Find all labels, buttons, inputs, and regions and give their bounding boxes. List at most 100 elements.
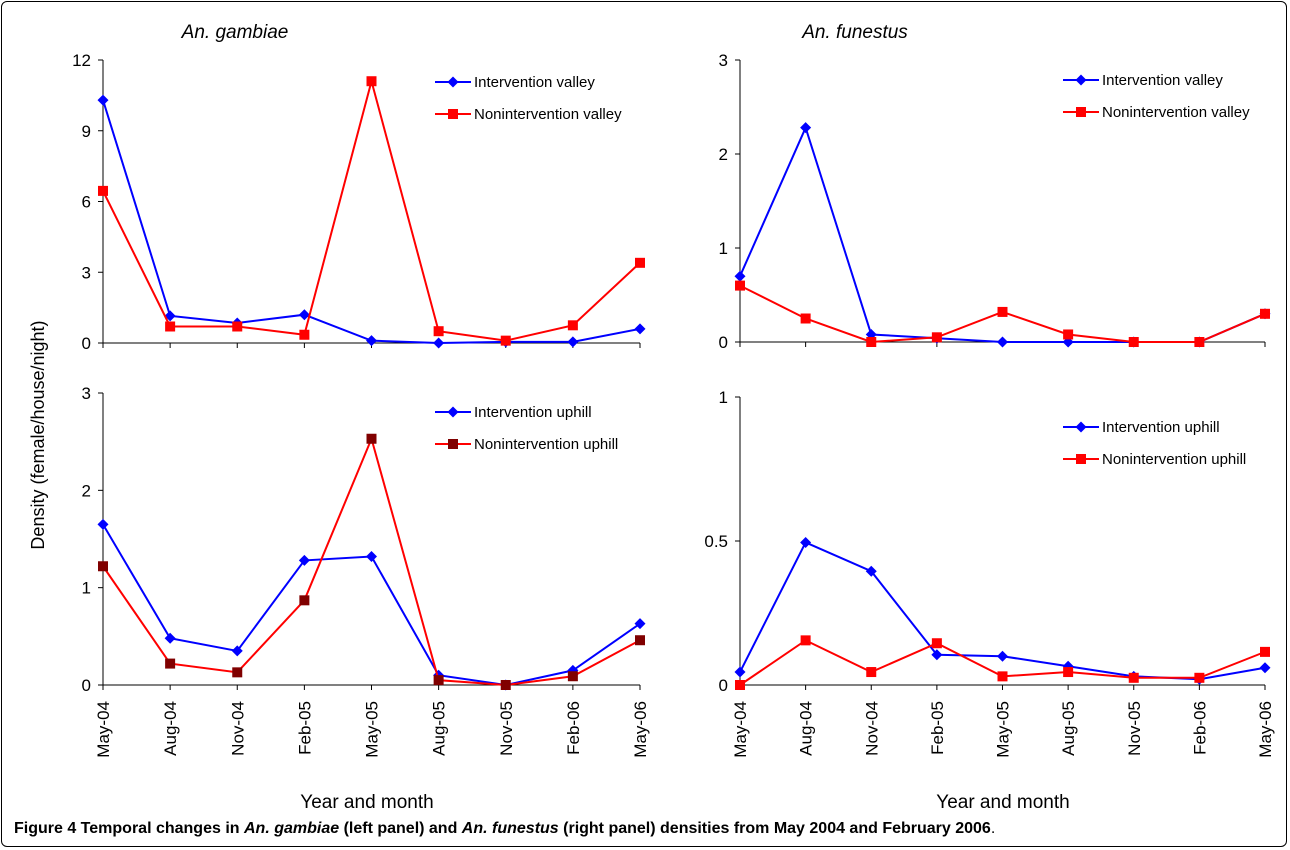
series-2: [98, 433, 645, 690]
x-tick-label: Nov-04: [862, 701, 881, 756]
y-tick-label: 1: [719, 388, 728, 407]
y-tick-label: 2: [719, 145, 728, 164]
data-point: [800, 122, 812, 134]
data-point: [997, 671, 1008, 682]
chart-panel-4: 0 0.5 1 May-04 Aug-04 Nov-04 Feb-05 May-05 Aug-0…: [704, 388, 1275, 758]
y-tick-label: 12: [72, 51, 91, 70]
legend-item-1: Intervention uphill: [1063, 419, 1220, 436]
data-point: [231, 645, 243, 657]
y-tick-label: 0: [82, 334, 91, 353]
legend-marker: [1076, 454, 1086, 464]
data-point: [1128, 337, 1139, 347]
legend-item-1: Intervention valley: [1063, 72, 1223, 89]
x-tick-label: Feb-05: [295, 701, 314, 755]
data-point: [98, 185, 108, 196]
series-1: [97, 94, 646, 349]
series-2: [735, 635, 1270, 690]
data-point: [567, 336, 579, 348]
legend-marker: [1075, 421, 1087, 433]
legend-label: Intervention valley: [474, 74, 595, 91]
chart-panel-3: 0 1 2 3 May-04 Aug-04 Nov-04 Feb-05 May-05 Aug-05…: [82, 384, 650, 758]
data-point: [567, 320, 578, 331]
data-point: [433, 675, 444, 686]
x-tick-label: Feb-06: [1190, 701, 1209, 755]
data-point: [1260, 646, 1270, 657]
data-point: [997, 650, 1008, 662]
data-point: [635, 257, 645, 268]
legend-item-2: Nonintervention valley: [1063, 104, 1250, 121]
series-line: [102, 523, 641, 687]
data-point: [735, 680, 745, 690]
chart-panel-1: An. gambiae 0 3 6 9 12 Intervention valley Noni…: [72, 22, 646, 353]
shared-y-axis-label: Density (female/house/night): [28, 320, 48, 549]
x-tick-label: May-06: [1256, 701, 1275, 758]
data-point: [299, 329, 310, 340]
data-point: [865, 565, 877, 577]
caption-part1: Figure 4 Temporal changes in: [14, 820, 244, 837]
legend-marker: [447, 406, 459, 418]
data-point: [366, 76, 377, 87]
data-point: [997, 306, 1008, 317]
legend-item-1: Intervention valley: [435, 74, 595, 91]
data-point: [635, 635, 645, 646]
legend-item-2: Nonintervention valley: [435, 106, 622, 123]
data-point: [366, 433, 377, 444]
legend-item-1: Intervention uphill: [435, 404, 592, 421]
legend-label: Nonintervention valley: [474, 106, 622, 123]
data-point: [366, 335, 377, 347]
y-tick-label: 0: [719, 333, 728, 352]
series-2: [735, 280, 1270, 347]
data-point: [1259, 662, 1271, 674]
x-tick-label: Feb-05: [928, 701, 947, 755]
legend-marker: [448, 439, 458, 449]
data-point: [800, 635, 811, 646]
data-point: [634, 618, 646, 630]
data-point: [1194, 337, 1205, 347]
data-point: [1063, 329, 1074, 340]
y-tick-label: 0: [82, 676, 91, 695]
data-point: [98, 561, 108, 572]
legend-item-2: Nonintervention uphill: [435, 436, 618, 453]
legend-label: Nonintervention uphill: [1102, 451, 1246, 468]
x-tick-label: Nov-04: [228, 701, 247, 756]
x-tick-label: Feb-06: [564, 701, 583, 755]
data-point: [500, 680, 511, 690]
legend-label: Nonintervention valley: [1102, 104, 1250, 121]
series-1: [734, 536, 1271, 685]
data-point: [866, 337, 877, 347]
data-point: [800, 536, 812, 548]
data-point: [232, 321, 243, 332]
y-tick-label: 3: [82, 384, 91, 403]
x-tick-label: Nov-05: [497, 701, 516, 756]
y-tick-label: 0.5: [704, 532, 728, 551]
data-point: [1128, 672, 1139, 683]
x-axis-label-right: Year and month: [936, 792, 1069, 813]
y-tick-label: 2: [82, 481, 91, 500]
x-tick-label: Nov-05: [1125, 701, 1144, 756]
legend-item-2: Nonintervention uphill: [1063, 451, 1246, 468]
data-point: [931, 649, 943, 661]
legend-marker: [447, 76, 459, 88]
data-point: [1063, 667, 1074, 678]
data-point: [433, 326, 444, 337]
x-tick-label: Aug-04: [161, 701, 180, 756]
data-point: [164, 310, 176, 322]
data-point: [165, 321, 176, 332]
data-point: [298, 309, 310, 321]
data-point: [97, 94, 109, 106]
data-point: [735, 280, 745, 291]
chart-panel-2: An. funestus 0 1 2 3 Intervention valley Nonin…: [719, 22, 1271, 352]
legend-marker: [1075, 74, 1087, 86]
legend-marker: [1076, 107, 1086, 117]
data-point: [866, 667, 877, 678]
chart-title: An. funestus: [801, 22, 908, 43]
caption-part3: (right panel) densities from May 2004 an…: [558, 820, 991, 837]
caption-species2: An. funestus: [461, 820, 559, 837]
caption-species1: An. gambiae: [243, 820, 340, 837]
data-point: [500, 335, 511, 346]
x-tick-label: Aug-05: [430, 701, 449, 756]
x-tick-label: May-04: [94, 701, 113, 758]
legend-label: Intervention valley: [1102, 72, 1223, 89]
